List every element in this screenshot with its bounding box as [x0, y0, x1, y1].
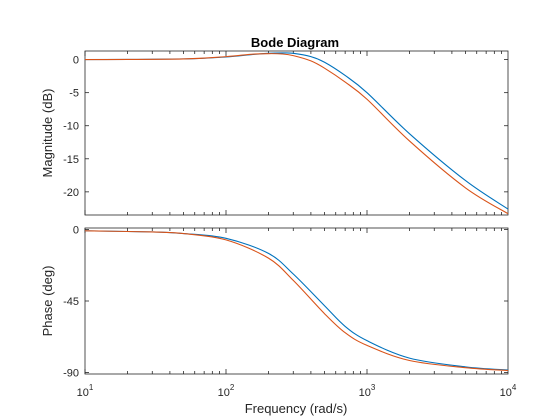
magnitude-y-tick-label: 0	[73, 55, 79, 67]
magnitude-ticks: 0 -5 -10 -15 -20	[63, 51, 508, 215]
x-tick-label: 102	[218, 383, 235, 399]
phase-y-tick-label: -45	[63, 296, 79, 308]
magnitude-y-tick-label: -15	[63, 154, 79, 166]
phase-plot-area	[84, 227, 509, 375]
chart-title: Bode Diagram	[251, 35, 339, 50]
x-tick-label: 103	[359, 383, 376, 399]
x-axis-label: Frequency (rad/s)	[245, 401, 348, 416]
x-tick-label: 101	[77, 383, 94, 399]
magnitude-plot-area	[84, 50, 509, 216]
magnitude-axes: 0 -5 -10 -15 -20 Magnitude (dB)	[40, 50, 509, 216]
phase-y-tick-label: -90	[63, 367, 79, 379]
phase-ticks: 0 -45 -90	[63, 225, 508, 379]
magnitude-axis-label: Magnitude (dB)	[40, 89, 55, 178]
x-tick-label: 104	[500, 383, 517, 399]
phase-axis-label: Phase (deg)	[40, 266, 55, 337]
phase-series	[84, 230, 509, 372]
phase-axes: 0 -45 -90 Phase (deg)	[40, 225, 509, 379]
phase-series-line-2	[84, 230, 509, 372]
x-tick-labels: 101 102 103 104	[77, 383, 517, 399]
magnitude-y-tick-label: -20	[63, 187, 79, 199]
phase-y-tick-label: 0	[73, 225, 79, 237]
magnitude-y-tick-label: -5	[69, 88, 79, 100]
magnitude-series	[84, 52, 509, 215]
magnitude-y-tick-label: -10	[63, 121, 79, 133]
magnitude-series-line-2	[84, 53, 509, 215]
